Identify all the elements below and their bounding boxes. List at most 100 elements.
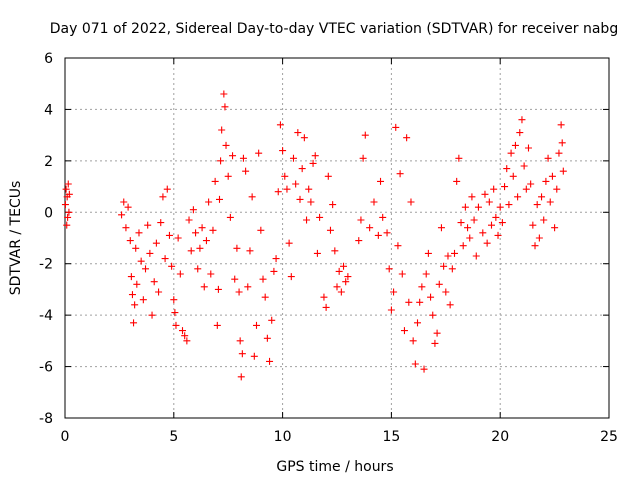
data-point-marker bbox=[192, 229, 200, 237]
data-point-marker bbox=[120, 198, 128, 206]
data-point-marker bbox=[520, 162, 528, 170]
data-point-marker bbox=[455, 154, 463, 162]
data-point-marker bbox=[407, 198, 415, 206]
data-point-marker bbox=[451, 249, 459, 257]
data-point-marker bbox=[464, 224, 472, 232]
data-point-marker bbox=[279, 147, 287, 155]
data-point-marker bbox=[433, 329, 441, 337]
data-point-marker bbox=[307, 198, 315, 206]
data-point-marker bbox=[468, 193, 476, 201]
data-point-marker bbox=[320, 293, 328, 301]
data-point-marker bbox=[272, 255, 280, 263]
data-point-marker bbox=[209, 226, 217, 234]
data-point-marker bbox=[435, 280, 443, 288]
data-point-marker bbox=[544, 154, 552, 162]
data-point-marker bbox=[431, 339, 439, 347]
data-point-marker bbox=[244, 283, 252, 291]
data-point-marker bbox=[379, 213, 387, 221]
data-point-marker bbox=[548, 172, 556, 180]
data-point-marker bbox=[324, 172, 332, 180]
data-point-marker bbox=[155, 288, 163, 296]
chart-title: Day 071 of 2022, Sidereal Day-to-day VTE… bbox=[50, 21, 618, 37]
data-point-marker bbox=[289, 154, 297, 162]
data-point-marker bbox=[440, 262, 448, 270]
data-point-marker bbox=[331, 247, 339, 255]
data-point-marker bbox=[213, 321, 221, 329]
data-point-marker bbox=[305, 185, 313, 193]
data-point-marker bbox=[403, 134, 411, 142]
data-point-marker bbox=[542, 177, 550, 185]
data-point-marker bbox=[490, 185, 498, 193]
data-point-marker bbox=[448, 265, 456, 273]
data-point-marker bbox=[427, 293, 435, 301]
data-point-marker bbox=[527, 180, 535, 188]
y-tick-label: -2 bbox=[39, 257, 53, 273]
data-point-marker bbox=[226, 213, 234, 221]
data-point-marker bbox=[496, 203, 504, 211]
data-point-marker bbox=[370, 198, 378, 206]
data-point-marker bbox=[316, 213, 324, 221]
y-tick-label: 0 bbox=[44, 205, 53, 221]
x-axis-tick-labels: 0 5 10 15 20 25 bbox=[61, 429, 618, 445]
y-tick-label: 4 bbox=[44, 102, 53, 118]
data-point-marker bbox=[470, 216, 478, 224]
data-point-marker bbox=[342, 278, 350, 286]
data-point-marker bbox=[414, 319, 422, 327]
data-point-marker bbox=[294, 129, 302, 137]
data-point-marker bbox=[479, 229, 487, 237]
data-point-marker bbox=[442, 288, 450, 296]
data-point-marker bbox=[326, 226, 334, 234]
data-point-marker bbox=[322, 303, 330, 311]
data-point-marker bbox=[63, 221, 71, 229]
data-point-marker bbox=[398, 270, 406, 278]
data-point-marker bbox=[221, 103, 229, 111]
data-point-marker bbox=[217, 157, 225, 165]
data-point-marker bbox=[229, 152, 237, 160]
data-point-marker bbox=[507, 149, 515, 157]
data-point-marker bbox=[501, 183, 509, 191]
data-point-marker bbox=[357, 216, 365, 224]
data-point-marker bbox=[505, 201, 513, 209]
data-point-marker bbox=[394, 242, 402, 250]
data-point-marker bbox=[64, 180, 72, 188]
x-axis-label: GPS time / hours bbox=[276, 459, 393, 475]
data-point-marker bbox=[405, 298, 413, 306]
data-point-marker bbox=[385, 265, 393, 273]
data-point-marker bbox=[535, 234, 543, 242]
data-point-marker bbox=[65, 190, 73, 198]
data-point-marker bbox=[222, 141, 230, 149]
data-point-marker bbox=[551, 224, 559, 232]
data-point-marker bbox=[172, 321, 180, 329]
data-point-marker bbox=[263, 334, 271, 342]
data-point-marker bbox=[344, 273, 352, 281]
data-point-marker bbox=[300, 134, 308, 142]
data-point-marker bbox=[366, 224, 374, 232]
data-point-marker bbox=[514, 193, 522, 201]
data-point-marker bbox=[126, 237, 134, 245]
data-point-marker bbox=[266, 357, 274, 365]
data-point-marker bbox=[218, 126, 226, 134]
data-point-marker bbox=[122, 224, 130, 232]
data-point-marker bbox=[274, 188, 282, 196]
data-point-marker bbox=[211, 177, 219, 185]
data-point-marker bbox=[235, 288, 243, 296]
data-point-marker bbox=[176, 270, 184, 278]
data-point-marker bbox=[418, 283, 426, 291]
data-point-marker bbox=[214, 285, 222, 293]
data-point-marker bbox=[137, 257, 145, 265]
data-point-marker bbox=[238, 350, 246, 358]
data-point-marker bbox=[392, 123, 400, 131]
data-point-marker bbox=[446, 301, 454, 309]
data-point-marker bbox=[340, 262, 348, 270]
data-point-marker bbox=[257, 226, 265, 234]
data-point-marker bbox=[261, 293, 269, 301]
plot-area-border bbox=[64, 57, 610, 419]
data-point-marker bbox=[474, 203, 482, 211]
data-point-marker bbox=[309, 159, 317, 167]
data-point-marker bbox=[557, 121, 565, 129]
y-tick-label: -8 bbox=[39, 411, 53, 427]
data-point-marker bbox=[237, 373, 245, 381]
data-point-marker bbox=[400, 327, 408, 335]
data-point-marker bbox=[183, 337, 191, 345]
data-point-marker bbox=[416, 298, 424, 306]
